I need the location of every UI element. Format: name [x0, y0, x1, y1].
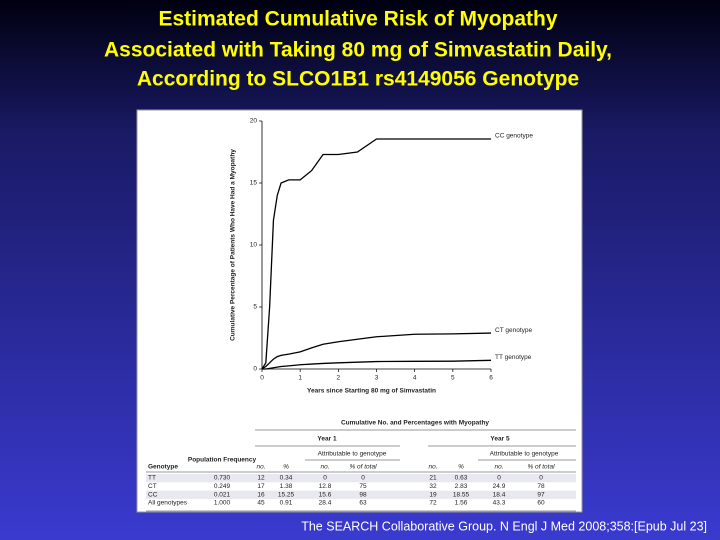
series-label: CC genotype	[495, 133, 533, 140]
table-cell: 1.000	[214, 500, 231, 507]
table-caption: Cumulative No. and Percentages with Myop…	[341, 420, 489, 427]
table-cell: 15.6	[319, 491, 332, 498]
table-cell: 0	[361, 475, 365, 482]
table-header: no.	[320, 464, 329, 471]
series-label: TT genotype	[495, 354, 532, 361]
table-cell: 0.91	[280, 500, 293, 507]
x-tick-label: 4	[413, 375, 417, 382]
table-cell: TT	[148, 475, 156, 482]
series-label: CT genotype	[495, 327, 532, 334]
table-row-band	[146, 490, 576, 499]
table-cell: 28.4	[319, 500, 332, 507]
table-cell: 0.021	[214, 491, 231, 498]
table-header: %	[458, 464, 464, 471]
slide-title: Associated with Taking 80 mg of Simvasta…	[104, 39, 612, 62]
table-cell: 15.25	[278, 491, 295, 498]
table-cell: 72	[429, 500, 437, 507]
series-line	[261, 332, 492, 370]
table-cell: 18.4	[493, 491, 506, 498]
series-line	[261, 138, 491, 370]
x-tick-label: 2	[337, 375, 341, 382]
figure-panel	[136, 109, 583, 513]
table-cell: 1.38	[280, 483, 293, 490]
x-axis-label: Years since Starting 80 mg of Simvastati…	[307, 388, 436, 395]
series-line	[262, 359, 492, 370]
table-subgroup: Attributable to genotype	[318, 451, 387, 458]
table-cell: 0.249	[214, 483, 231, 490]
x-tick-label: 0	[260, 375, 264, 382]
table-cell: 43.3	[493, 500, 506, 507]
table-cell: 18.55	[453, 491, 470, 498]
table-cell: CT	[148, 483, 157, 490]
table-subgroup: Attributable to genotype	[490, 451, 559, 458]
table-header: % of total	[527, 464, 555, 471]
table-header: %	[283, 464, 289, 471]
table-cell: 16	[257, 491, 265, 498]
table-cell: 24.9	[493, 483, 506, 490]
table-cell: 12	[257, 475, 265, 482]
x-tick-label: 3	[375, 375, 379, 382]
table-cell: 0.730	[214, 475, 231, 482]
table-cell: 78	[537, 483, 545, 490]
table-cell: 1.56	[455, 500, 468, 507]
table-cell: 12.8	[319, 483, 332, 490]
table-cell: 19	[429, 491, 437, 498]
table-cell: 75	[359, 483, 367, 490]
table-cell: CC	[148, 491, 158, 498]
citation: The SEARCH Collaborative Group. N Engl J…	[301, 519, 707, 533]
table-cell: 2.83	[455, 483, 468, 490]
y-tick-label: 10	[250, 242, 258, 249]
y-tick-label: 5	[253, 304, 257, 311]
table-header: no.	[256, 464, 265, 471]
table-header: no.	[494, 464, 503, 471]
table-header: Genotype	[148, 464, 178, 471]
table-cell: 98	[359, 491, 367, 498]
y-axis-label: Cumulative Percentage of Patients Who Ha…	[230, 149, 237, 341]
table-group: Year 1	[317, 436, 337, 443]
table-cell: 32	[429, 483, 437, 490]
table-cell: All genotypes	[148, 500, 188, 507]
table-cell: 0	[497, 475, 501, 482]
table-group: Year 5	[490, 436, 510, 443]
table-header: Population Frequency	[188, 457, 257, 464]
table-cell: 21	[429, 475, 437, 482]
table-row-band	[146, 474, 576, 483]
table-cell: 97	[537, 491, 545, 498]
table-cell: 0.63	[455, 475, 468, 482]
table-cell: 0	[539, 475, 543, 482]
table-cell: 0.34	[280, 475, 293, 482]
table-cell: 63	[359, 500, 367, 507]
table-header: no.	[428, 464, 437, 471]
table-cell: 45	[257, 500, 265, 507]
x-tick-label: 6	[489, 375, 493, 382]
y-tick-label: 20	[250, 118, 258, 125]
x-tick-label: 5	[451, 375, 455, 382]
table-header: % of total	[349, 464, 377, 471]
table-cell: 60	[537, 500, 545, 507]
x-tick-label: 1	[298, 375, 302, 382]
slide-title: According to SLCO1B1 rs4149056 Genotype	[137, 68, 579, 91]
table-cell: 0	[323, 475, 327, 482]
y-tick-label: 0	[253, 366, 257, 373]
table-cell: 17	[257, 483, 265, 490]
slide-title: Estimated Cumulative Risk of Myopathy	[158, 8, 557, 31]
y-tick-label: 15	[250, 180, 258, 187]
